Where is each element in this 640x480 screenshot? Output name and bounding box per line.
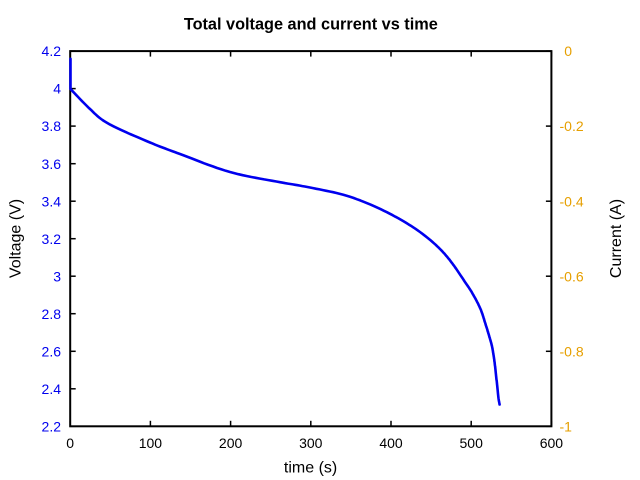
svg-text:-0.4: -0.4 (560, 193, 584, 209)
svg-text:-1: -1 (560, 418, 573, 434)
svg-text:time (s): time (s) (284, 460, 337, 477)
svg-text:500: 500 (460, 435, 484, 451)
svg-text:200: 200 (219, 435, 243, 451)
svg-text:400: 400 (379, 435, 403, 451)
svg-text:3: 3 (53, 268, 61, 284)
svg-text:3.8: 3.8 (42, 118, 62, 134)
svg-text:300: 300 (299, 435, 323, 451)
svg-text:2.8: 2.8 (42, 306, 62, 322)
svg-text:Current (A): Current (A) (608, 199, 625, 278)
svg-text:2.2: 2.2 (42, 418, 62, 434)
svg-text:3.6: 3.6 (42, 156, 62, 172)
svg-text:-0.2: -0.2 (560, 118, 584, 134)
svg-text:3.4: 3.4 (42, 193, 62, 209)
svg-text:600: 600 (540, 435, 564, 451)
svg-text:Voltage (V): Voltage (V) (8, 199, 25, 278)
svg-text:4: 4 (53, 81, 61, 97)
svg-text:-0.6: -0.6 (560, 268, 584, 284)
svg-text:2.4: 2.4 (42, 381, 62, 397)
svg-text:4.2: 4.2 (42, 43, 62, 59)
svg-text:0: 0 (564, 43, 572, 59)
svg-text:2.6: 2.6 (42, 343, 62, 359)
svg-text:Total voltage and current vs t: Total voltage and current vs time (184, 16, 438, 34)
svg-text:3.2: 3.2 (42, 231, 62, 247)
svg-text:-0.8: -0.8 (560, 343, 584, 359)
svg-text:100: 100 (139, 435, 163, 451)
svg-text:0: 0 (66, 435, 74, 451)
